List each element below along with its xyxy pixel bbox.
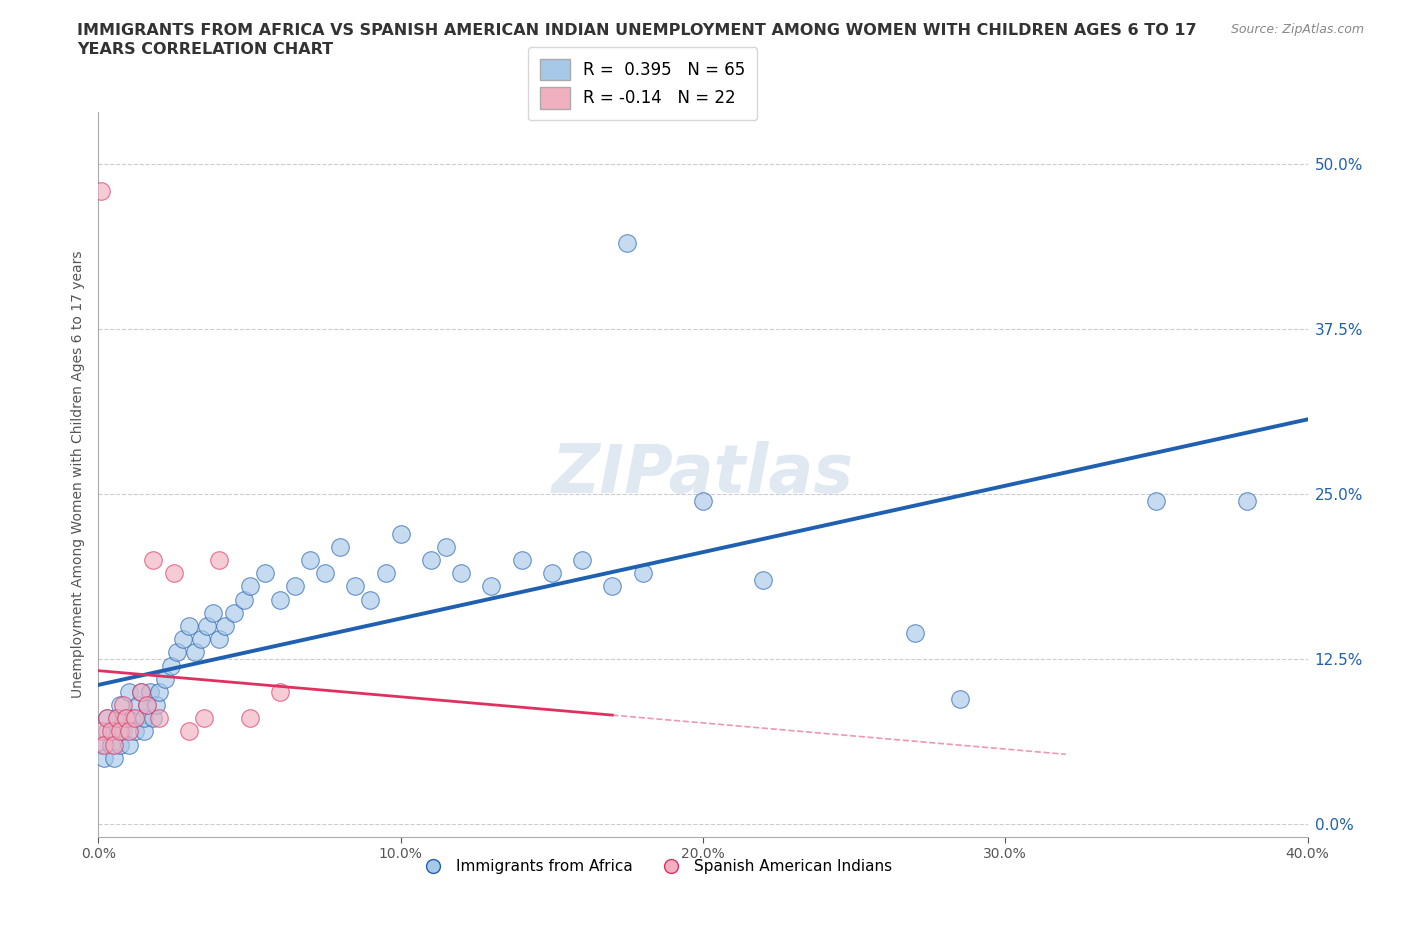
Point bbox=[129, 684, 152, 699]
Point bbox=[434, 539, 457, 554]
Point bbox=[450, 565, 472, 580]
Point bbox=[105, 711, 128, 725]
Text: ZIPatlas: ZIPatlas bbox=[553, 442, 853, 507]
Point bbox=[193, 711, 215, 725]
Point bbox=[904, 625, 927, 640]
Point bbox=[179, 724, 201, 739]
Text: YEARS CORRELATION CHART: YEARS CORRELATION CHART bbox=[77, 42, 333, 57]
Text: Source: ZipAtlas.com: Source: ZipAtlas.com bbox=[1230, 23, 1364, 36]
Point bbox=[100, 737, 122, 752]
Point bbox=[631, 565, 654, 580]
Point bbox=[1236, 493, 1258, 508]
Point bbox=[132, 724, 155, 739]
Point bbox=[114, 711, 136, 725]
Point bbox=[184, 644, 207, 659]
Point bbox=[103, 737, 125, 752]
Point bbox=[90, 737, 112, 752]
Point bbox=[239, 711, 262, 725]
Point bbox=[135, 698, 157, 712]
Point bbox=[163, 565, 186, 580]
Point bbox=[96, 711, 118, 725]
Point bbox=[129, 684, 152, 699]
Point bbox=[510, 552, 533, 567]
Point bbox=[232, 592, 254, 607]
Point bbox=[118, 684, 141, 699]
Point bbox=[179, 618, 201, 633]
Point bbox=[160, 658, 183, 673]
Y-axis label: Unemployment Among Women with Children Ages 6 to 17 years: Unemployment Among Women with Children A… bbox=[72, 250, 86, 698]
Point bbox=[96, 724, 118, 739]
Point bbox=[108, 698, 131, 712]
Point bbox=[96, 711, 118, 725]
Legend: Immigrants from Africa, Spanish American Indians: Immigrants from Africa, Spanish American… bbox=[412, 853, 898, 880]
Text: IMMIGRANTS FROM AFRICA VS SPANISH AMERICAN INDIAN UNEMPLOYMENT AMONG WOMEN WITH : IMMIGRANTS FROM AFRICA VS SPANISH AMERIC… bbox=[77, 23, 1197, 38]
Point bbox=[284, 579, 307, 594]
Point bbox=[253, 565, 276, 580]
Point bbox=[314, 565, 336, 580]
Point bbox=[103, 724, 125, 739]
Point bbox=[190, 631, 212, 646]
Point bbox=[93, 751, 115, 765]
Point bbox=[93, 737, 115, 752]
Point bbox=[692, 493, 714, 508]
Point bbox=[208, 552, 231, 567]
Point bbox=[224, 605, 246, 620]
Point bbox=[90, 724, 112, 739]
Point bbox=[121, 711, 143, 725]
Point bbox=[124, 711, 146, 725]
Point bbox=[389, 526, 412, 541]
Point bbox=[145, 698, 167, 712]
Point bbox=[571, 552, 593, 567]
Point bbox=[153, 671, 176, 686]
Point bbox=[208, 631, 231, 646]
Point bbox=[114, 711, 136, 725]
Point bbox=[420, 552, 443, 567]
Point bbox=[139, 684, 162, 699]
Point bbox=[752, 572, 775, 587]
Point bbox=[166, 644, 188, 659]
Point bbox=[103, 751, 125, 765]
Point bbox=[540, 565, 562, 580]
Point bbox=[239, 579, 262, 594]
Point bbox=[108, 737, 131, 752]
Point bbox=[949, 691, 972, 706]
Point bbox=[90, 183, 112, 198]
Point bbox=[148, 711, 170, 725]
Point bbox=[214, 618, 236, 633]
Point bbox=[195, 618, 218, 633]
Point bbox=[329, 539, 352, 554]
Point bbox=[142, 711, 165, 725]
Point bbox=[142, 552, 165, 567]
Point bbox=[105, 711, 128, 725]
Point bbox=[344, 579, 367, 594]
Point bbox=[111, 724, 134, 739]
Point bbox=[374, 565, 396, 580]
Point bbox=[481, 579, 503, 594]
Point bbox=[127, 698, 149, 712]
Point bbox=[100, 724, 122, 739]
Point bbox=[202, 605, 225, 620]
Point bbox=[1144, 493, 1167, 508]
Point bbox=[172, 631, 194, 646]
Point bbox=[269, 592, 291, 607]
Point bbox=[132, 711, 155, 725]
Point bbox=[124, 724, 146, 739]
Point bbox=[108, 724, 131, 739]
Point bbox=[118, 737, 141, 752]
Point bbox=[299, 552, 322, 567]
Point bbox=[269, 684, 291, 699]
Point bbox=[148, 684, 170, 699]
Point bbox=[111, 698, 134, 712]
Point bbox=[602, 579, 624, 594]
Point bbox=[616, 236, 638, 251]
Point bbox=[360, 592, 382, 607]
Point bbox=[118, 724, 141, 739]
Point bbox=[135, 698, 157, 712]
